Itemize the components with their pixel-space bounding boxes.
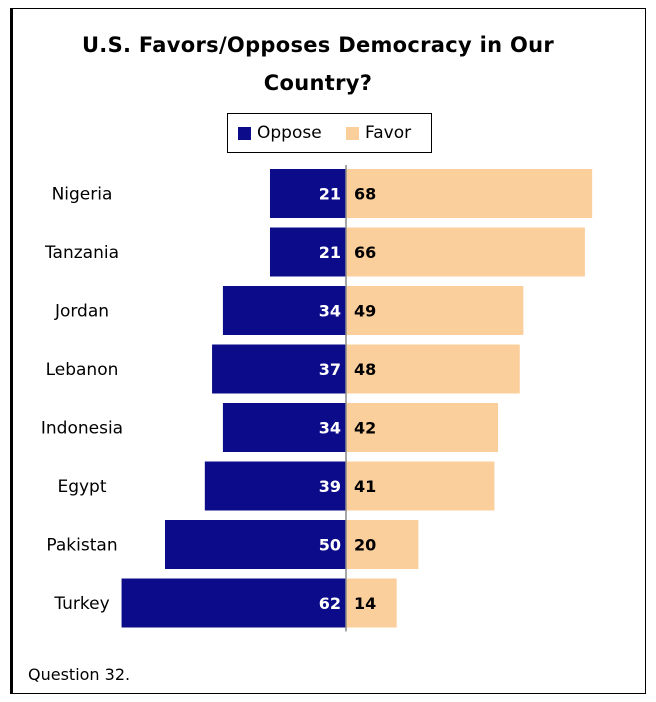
bar-oppose-lebanon	[212, 344, 346, 394]
value-label-oppose-egypt: 39	[319, 477, 341, 496]
value-label-favor-turkey: 14	[354, 594, 376, 613]
value-label-oppose-tanzania: 21	[319, 243, 341, 262]
value-label-favor-nigeria: 68	[354, 185, 376, 204]
value-label-oppose-lebanon: 37	[319, 360, 341, 379]
category-label-egypt: Egypt	[57, 477, 106, 497]
value-label-oppose-turkey: 62	[319, 594, 341, 613]
bar-favor-egypt	[346, 461, 495, 511]
bar-favor-tanzania	[346, 227, 585, 277]
chart-title: U.S. Favors/Opposes Democracy in Our Cou…	[0, 26, 636, 102]
bar-favor-indonesia	[346, 403, 499, 452]
bar-oppose-egypt	[204, 461, 346, 511]
value-label-favor-pakistan: 20	[354, 536, 376, 555]
value-label-oppose-indonesia: 34	[319, 419, 341, 438]
legend-label-oppose: Oppose	[257, 123, 322, 143]
bar-oppose-turkey	[121, 578, 346, 628]
bar-favor-lebanon	[346, 344, 520, 394]
footnote: Question 32.	[28, 665, 131, 684]
value-label-favor-tanzania: 66	[354, 243, 376, 262]
chart-title-line-1: U.S. Favors/Opposes Democracy in Our	[81, 33, 555, 57]
legend-swatch-favor	[346, 127, 359, 140]
value-label-oppose-jordan: 34	[319, 302, 341, 321]
category-label-nigeria: Nigeria	[52, 185, 113, 205]
bar-favor-turkey	[346, 578, 397, 628]
bar-favor-nigeria	[346, 169, 593, 218]
value-label-favor-egypt: 41	[354, 477, 376, 496]
legend-swatch-oppose	[238, 127, 251, 140]
frame-border	[11, 9, 645, 693]
value-label-favor-jordan: 49	[354, 302, 376, 321]
value-label-favor-indonesia: 42	[354, 419, 376, 438]
legend-label-favor: Favor	[365, 123, 412, 143]
bar-oppose-tanzania	[269, 227, 346, 277]
bar-oppose-indonesia	[222, 403, 346, 452]
category-label-tanzania: Tanzania	[44, 243, 119, 263]
category-label-turkey: Turkey	[53, 594, 109, 614]
bar-oppose-pakistan	[165, 520, 346, 569]
value-label-favor-lebanon: 48	[354, 360, 376, 379]
category-label-indonesia: Indonesia	[41, 419, 123, 439]
chart-title-line-2: Country?	[263, 71, 373, 95]
chart-legend: Oppose Favor	[227, 113, 432, 153]
bar-favor-jordan	[346, 286, 524, 335]
category-label-jordan: Jordan	[54, 302, 109, 322]
value-label-oppose-nigeria: 21	[319, 185, 341, 204]
bar-favor-pakistan	[346, 520, 419, 569]
category-label-lebanon: Lebanon	[46, 360, 119, 380]
category-label-pakistan: Pakistan	[46, 536, 117, 556]
bar-oppose-nigeria	[269, 169, 346, 218]
bar-oppose-jordan	[222, 286, 346, 335]
value-label-oppose-pakistan: 50	[319, 536, 341, 555]
